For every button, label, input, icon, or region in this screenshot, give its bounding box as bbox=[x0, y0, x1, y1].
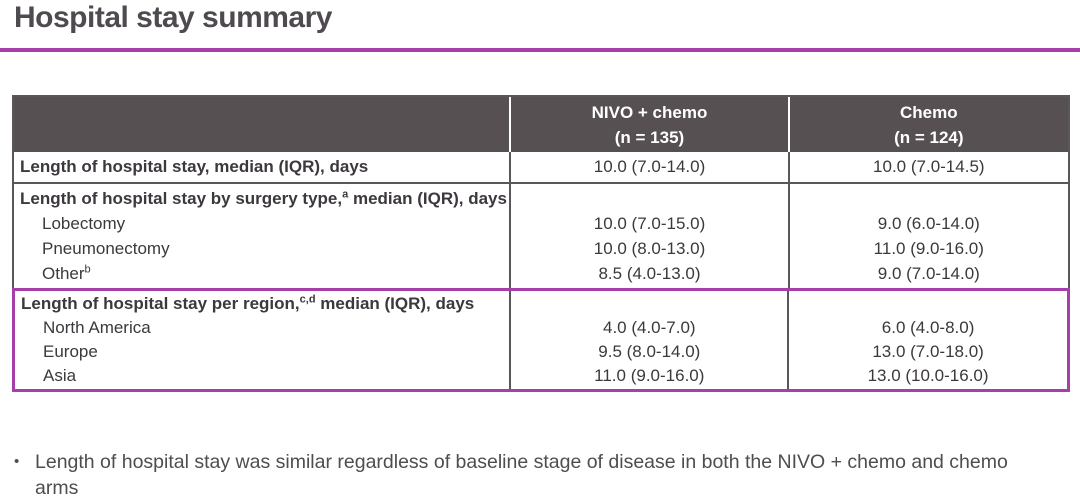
footnote-marker-b: b bbox=[84, 263, 91, 276]
value-pneumonectomy-nivo: 10.0 (8.0-13.0) bbox=[593, 239, 706, 258]
value-asia-chemo: 13.0 (10.0-16.0) bbox=[867, 366, 989, 385]
row-label-lobectomy: Lobectomy bbox=[14, 211, 509, 236]
table-header-row: NIVO + chemo (n = 135) Chemo (n = 124) bbox=[14, 97, 1068, 152]
section-label-surgery-type: Length of hospital stay by surgery type,… bbox=[14, 186, 509, 211]
region-label-suffix: median (IQR), days bbox=[315, 294, 475, 313]
row-label-pneumonectomy: Pneumonectomy bbox=[14, 236, 509, 261]
header-chemo-arm-label: Chemo bbox=[899, 102, 958, 122]
row-label-other: Otherb bbox=[14, 261, 509, 286]
surgery-chemo-values-column: 9.0 (6.0-14.0) 11.0 (9.0-16.0) 9.0 (7.0-… bbox=[787, 184, 1068, 288]
bullet-point: • Length of hospital stay was similar re… bbox=[14, 449, 1047, 501]
north-america-label: North America bbox=[43, 318, 151, 337]
header-nivo-arm-label: NIVO + chemo bbox=[591, 102, 708, 122]
spacer-line bbox=[511, 292, 787, 316]
europe-label: Europe bbox=[43, 342, 98, 361]
region-nivo-values-column: 4.0 (4.0-7.0) 9.5 (8.0-14.0) 11.0 (9.0-1… bbox=[509, 291, 787, 389]
value-lobectomy-chemo: 9.0 (6.0-14.0) bbox=[877, 214, 980, 233]
row-label-europe: Europe bbox=[15, 340, 509, 364]
value-other-chemo: 9.0 (7.0-14.0) bbox=[877, 264, 980, 283]
region-label-column: Length of hospital stay per region,c,d m… bbox=[15, 291, 509, 389]
footnote-marker-a: a bbox=[342, 188, 349, 201]
column-header-nivo-chemo: NIVO + chemo (n = 135) bbox=[509, 97, 787, 152]
hospital-stay-table: NIVO + chemo (n = 135) Chemo (n = 124) L… bbox=[12, 95, 1070, 392]
other-label: Other bbox=[42, 264, 85, 283]
value-pneumonectomy-chemo: 11.0 (9.0-16.0) bbox=[873, 239, 984, 258]
value-europe-chemo: 13.0 (7.0-18.0) bbox=[872, 342, 984, 361]
page-title: Hospital stay summary bbox=[14, 1, 332, 34]
region-chemo-values-column: 6.0 (4.0-8.0) 13.0 (7.0-18.0) 13.0 (10.0… bbox=[787, 291, 1067, 389]
value-north-america-chemo: 6.0 (4.0-8.0) bbox=[881, 318, 975, 337]
value-overall-nivo: 10.0 (7.0-14.0) bbox=[509, 152, 787, 182]
table-row-overall-stay: Length of hospital stay, median (IQR), d… bbox=[14, 152, 1068, 184]
surgery-label-column: Length of hospital stay by surgery type,… bbox=[14, 184, 509, 288]
header-chemo-n-count: (n = 124) bbox=[894, 127, 964, 147]
pneumonectomy-label: Pneumonectomy bbox=[42, 239, 170, 258]
title-underline bbox=[0, 48, 1080, 52]
bullet-text: Length of hospital stay was similar rega… bbox=[35, 451, 1008, 499]
row-label-north-america: North America bbox=[15, 316, 509, 340]
table-section-region-highlighted: Length of hospital stay per region,c,d m… bbox=[12, 288, 1070, 392]
spacer-line bbox=[790, 186, 1068, 211]
value-lobectomy-nivo: 10.0 (7.0-15.0) bbox=[593, 214, 706, 233]
header-empty-cell bbox=[14, 97, 509, 152]
value-europe-nivo: 9.5 (8.0-14.0) bbox=[598, 342, 701, 361]
table-section-surgery-type: Length of hospital stay by surgery type,… bbox=[14, 184, 1068, 288]
lobectomy-label: Lobectomy bbox=[42, 214, 126, 233]
spacer-line bbox=[789, 292, 1067, 316]
spacer-line bbox=[511, 186, 787, 211]
value-asia-nivo: 11.0 (9.0-16.0) bbox=[594, 366, 705, 385]
region-label-text: Length of hospital stay per region, bbox=[21, 294, 300, 313]
surgery-nivo-values-column: 10.0 (7.0-15.0) 10.0 (8.0-13.0) 8.5 (4.0… bbox=[509, 184, 787, 288]
value-other-nivo: 8.5 (4.0-13.0) bbox=[598, 264, 701, 283]
row-label-asia: Asia bbox=[15, 364, 509, 388]
header-nivo-n-count: (n = 135) bbox=[614, 127, 685, 147]
value-north-america-nivo: 4.0 (4.0-7.0) bbox=[602, 318, 696, 337]
surgery-label-text: Length of hospital stay by surgery type, bbox=[20, 189, 343, 208]
column-header-chemo: Chemo (n = 124) bbox=[787, 97, 1068, 152]
asia-label: Asia bbox=[43, 366, 77, 385]
row-label-overall-stay: Length of hospital stay, median (IQR), d… bbox=[20, 157, 369, 176]
footnote-marker-cd: c,d bbox=[299, 293, 316, 306]
bullet-marker: • bbox=[14, 453, 20, 470]
section-label-region: Length of hospital stay per region,c,d m… bbox=[15, 292, 509, 316]
value-overall-chemo: 10.0 (7.0-14.5) bbox=[787, 152, 1068, 182]
surgery-label-suffix: median (IQR), days bbox=[348, 189, 507, 208]
